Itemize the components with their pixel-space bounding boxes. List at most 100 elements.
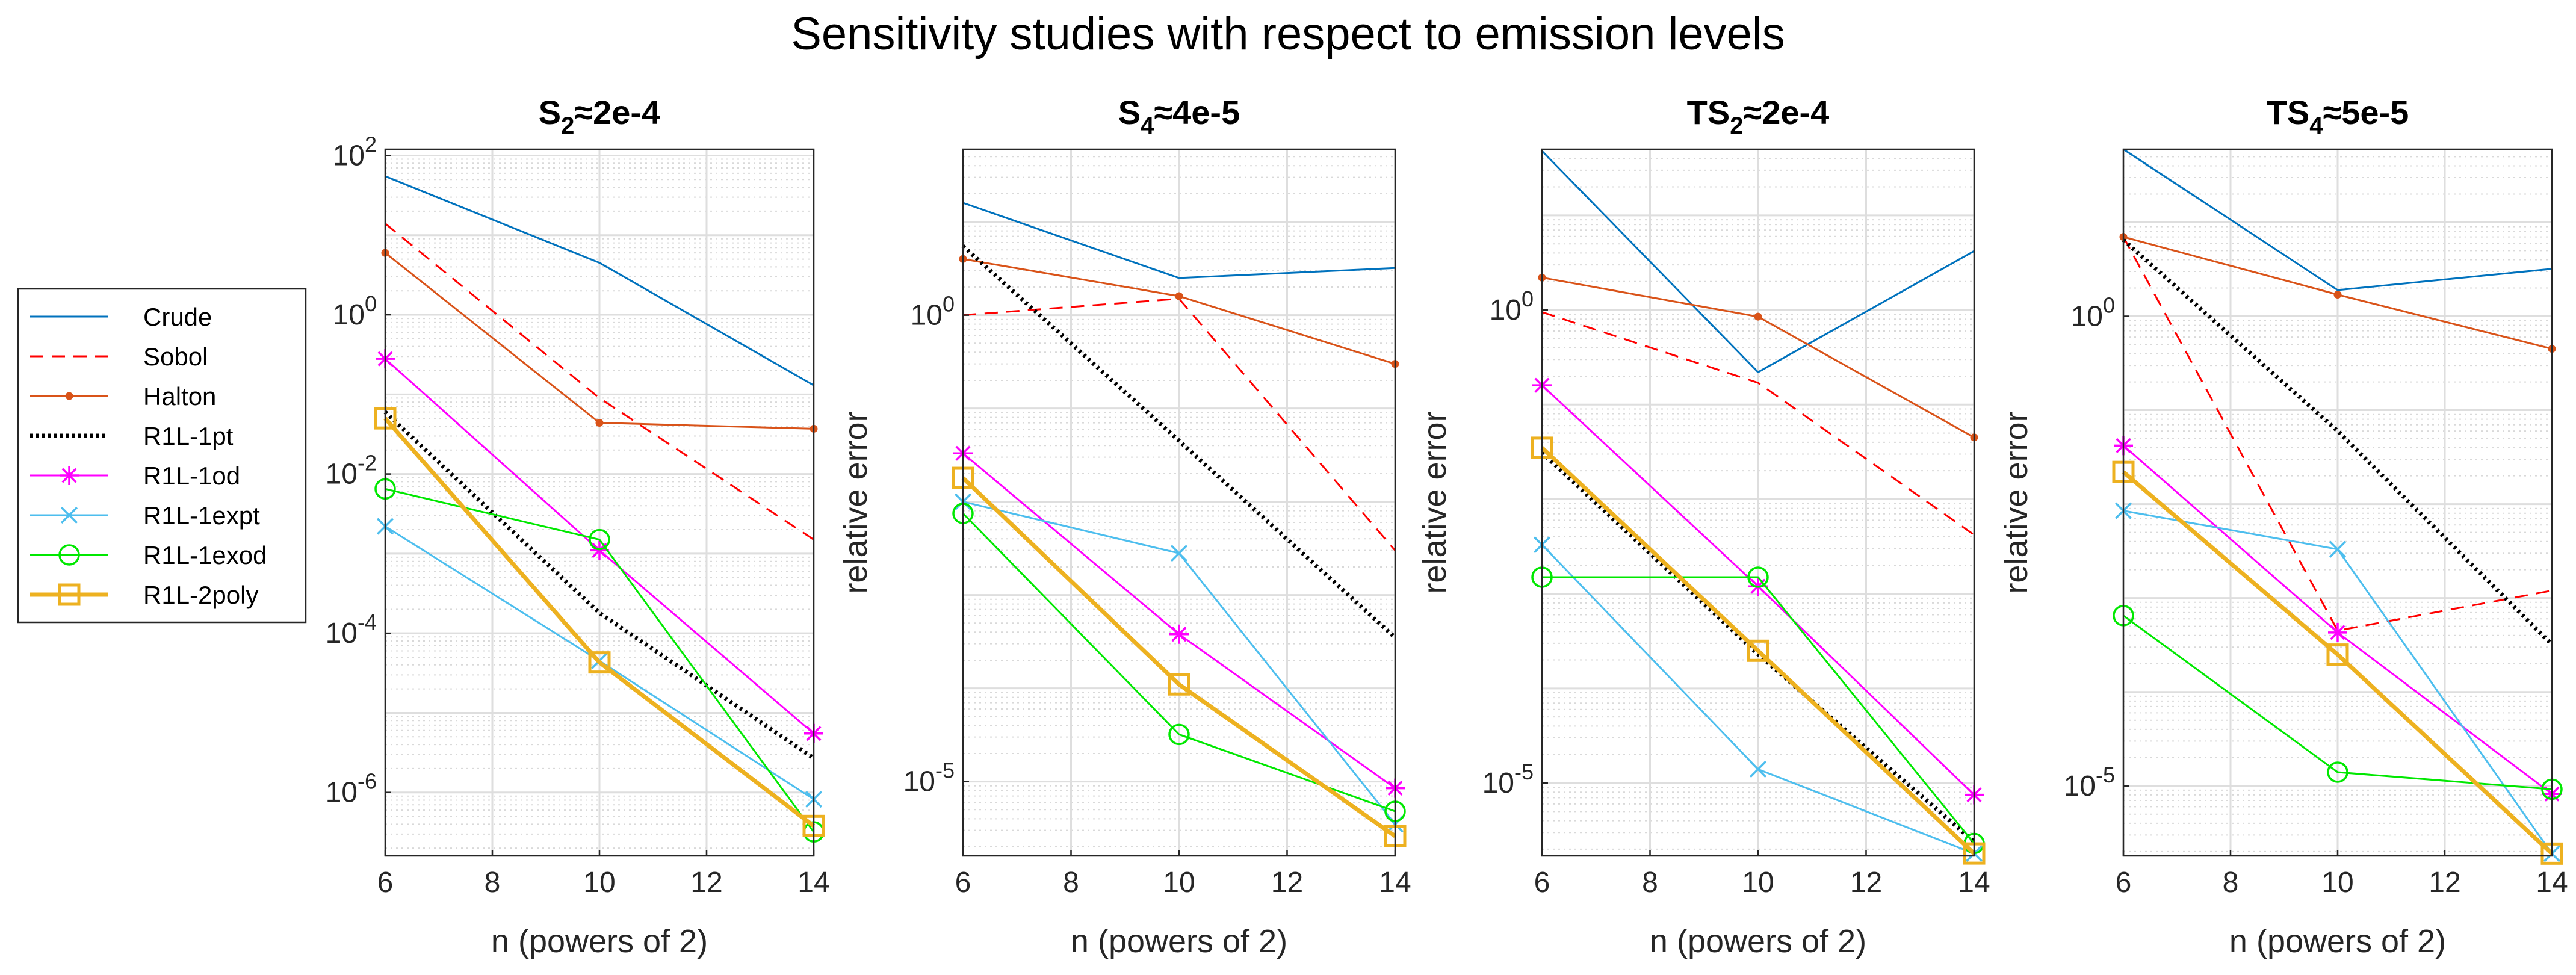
chart-title: TS2≈2e-4 (1687, 93, 1830, 139)
x-tick-label: 6 (955, 867, 971, 899)
y-tick-label: 10-6 (326, 769, 377, 809)
legend-label: Sobol (143, 342, 208, 371)
data-point-r1l-1exod (589, 528, 610, 551)
legend-item-crude: Crude (30, 303, 212, 331)
x-axis-label: n (powers of 2) (2229, 923, 2446, 959)
data-point-halton (595, 418, 604, 427)
legend-marker (60, 466, 79, 485)
y-axis-label: relative error (1417, 411, 1453, 593)
data-point-r1l-1od (1169, 624, 1189, 644)
y-tick-label: 10-2 (326, 451, 377, 491)
series-line-sobol (2122, 236, 2553, 632)
x-tick-label: 6 (1534, 867, 1550, 899)
data-point-r1l-1expt (1170, 545, 1188, 562)
legend-label: R1L-1exod (143, 541, 267, 569)
series-line-crude (2123, 148, 2553, 291)
series-line-r1l-1exod (385, 488, 815, 833)
grid (1541, 149, 1975, 856)
x-tick-label: 12 (690, 867, 722, 899)
grid (2122, 149, 2553, 856)
y-axis-label: relative error (838, 411, 874, 593)
grid (962, 149, 1396, 856)
data-point-r1l-2poly (1168, 673, 1190, 696)
x-tick-label: 14 (2536, 867, 2568, 899)
x-tick-label: 14 (797, 867, 829, 899)
y-tick-label: 100 (333, 291, 377, 331)
data-point-r1l-2poly (2326, 643, 2349, 666)
series-line-r1l-1exod (1542, 576, 1975, 844)
x-tick-label: 12 (1271, 867, 1303, 899)
x-tick-label: 14 (1958, 867, 1990, 899)
data-point-r1l-2poly (588, 651, 611, 674)
data-point-halton (1754, 312, 1762, 321)
chart-panel-2: 6 8 10 12 14 10-5 100 S4≈4e-5 n (powers of 2) rel… (838, 93, 1411, 959)
x-tick-label: 12 (2429, 867, 2460, 899)
legend-marker (58, 544, 80, 566)
legend-item-sobol: Sobol (30, 342, 208, 371)
series-line-sobol (1541, 311, 1975, 536)
x-tick-label: 8 (485, 867, 501, 899)
legend-item-r1l-2poly: R1L-2poly (30, 581, 258, 609)
y-tick-label: 10-4 (326, 610, 377, 649)
legend-label: R1L-1expt (143, 501, 260, 530)
x-tick-label: 10 (1742, 867, 1774, 899)
data-point-r1l-1exod (1747, 566, 1769, 588)
chart-panels: 6 8 10 12 14 10-6 10-4 10-2 100 102 S2≈2e-4 n (powe… (326, 93, 2568, 959)
x-tick-label: 12 (1850, 867, 1882, 899)
x-tick-label: 6 (2116, 867, 2132, 899)
y-tick-label: 10-5 (1482, 760, 1534, 799)
series-line-r1l-2poly (2122, 470, 2554, 855)
y-tick-label: 100 (2071, 292, 2115, 332)
chart-title: S4≈4e-5 (1118, 93, 1240, 139)
x-tick-label: 10 (1163, 867, 1195, 899)
series-line-r1l-2poly (961, 476, 1397, 838)
legend-marker (65, 392, 73, 400)
x-tick-label: 8 (2223, 867, 2239, 899)
series-line-crude (962, 202, 1396, 279)
series-line-sobol (385, 223, 814, 540)
data-point-r1l-1exod (1168, 723, 1190, 746)
series-line-r1l-1pt (2122, 238, 2554, 646)
x-axis-label: n (powers of 2) (1650, 923, 1866, 959)
data-point-r1l-1od (2328, 622, 2347, 642)
y-tick-label: 10-5 (903, 758, 955, 798)
x-tick-label: 6 (377, 867, 394, 899)
data-point-r1l-1expt (1749, 761, 1767, 778)
data-point-halton (1175, 292, 1183, 300)
legend-item-r1l-1od: R1L-1od (30, 462, 240, 490)
x-tick-label: 8 (1642, 867, 1658, 899)
figure-title: Sensitivity studies with respect to emis… (791, 8, 1785, 60)
series-group (1531, 150, 1986, 865)
y-axis-label: relative error (1998, 411, 2034, 593)
legend-marker (58, 583, 81, 606)
y-tick-label: 100 (1490, 286, 1534, 326)
legend-item-halton: Halton (30, 382, 216, 410)
data-point-r1l-1exod (2327, 761, 2348, 783)
x-tick-label: 10 (583, 867, 615, 899)
series-line-r1l-1pt (961, 244, 1397, 639)
x-axis-label: n (powers of 2) (1071, 923, 1287, 959)
legend-label: R1L-1od (143, 462, 240, 490)
data-point-r1l-1od (590, 540, 609, 560)
series-line-r1l-2poly (383, 416, 816, 828)
chart-title: TS4≈5e-5 (2267, 93, 2409, 139)
series-line-r1l-2poly (1540, 446, 1976, 855)
data-point-r1l-2poly (1747, 639, 1769, 662)
series-line-crude (385, 175, 814, 386)
legend-marker (60, 506, 78, 524)
legend-label: R1L-2poly (143, 581, 258, 609)
data-point-halton (2333, 291, 2342, 299)
series-line-r1l-1exod (2123, 614, 2553, 790)
chart-panel-4: 6 8 10 12 14 10-5 100 TS4≈5e-5 n (powers of 2) re… (1998, 93, 2568, 959)
x-tick-label: 14 (1379, 867, 1411, 899)
legend: Crude Sobol Halton R1L-1pt R1L-1od R1L-1expt R… (17, 288, 307, 624)
series-line-r1l-1pt (1540, 451, 1976, 844)
y-tick-label: 100 (911, 292, 955, 332)
chart-title: S2≈2e-4 (539, 93, 660, 139)
x-axis-label: n (powers of 2) (491, 923, 708, 959)
chart-panel-3: 6 8 10 12 14 10-5 100 TS2≈2e-4 n (powers of 2) re… (1417, 93, 1990, 959)
chart-panel-1: 6 8 10 12 14 10-6 10-4 10-2 100 102 S2≈2e-4 n (powe… (326, 93, 830, 959)
x-tick-label: 10 (2321, 867, 2353, 899)
legend-item-r1l-1expt: R1L-1expt (30, 501, 260, 530)
